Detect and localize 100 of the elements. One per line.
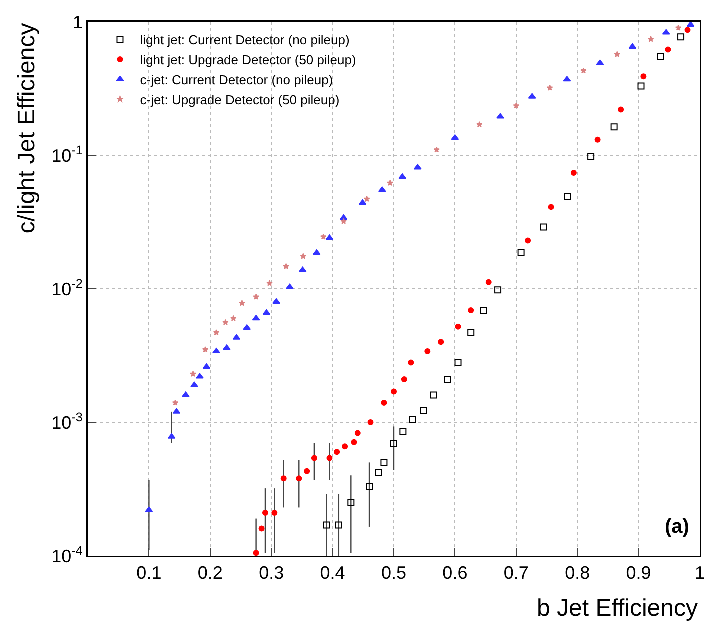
point bbox=[312, 250, 321, 256]
point bbox=[340, 214, 348, 220]
point bbox=[438, 339, 444, 346]
point bbox=[351, 439, 358, 446]
point bbox=[243, 324, 252, 330]
point bbox=[364, 196, 370, 202]
point bbox=[272, 298, 280, 304]
point bbox=[398, 174, 407, 180]
point bbox=[648, 36, 654, 42]
point bbox=[272, 510, 278, 516]
point bbox=[444, 376, 452, 383]
point bbox=[196, 373, 204, 379]
y-tick-label: 10$^{-1}$ bbox=[52, 143, 83, 166]
point bbox=[335, 522, 342, 529]
x-tick-label: 0.7 bbox=[504, 563, 529, 584]
legend-label: c-jet: Current Detector (no pileup) bbox=[140, 72, 334, 88]
x-tick-label: 0.3 bbox=[259, 563, 284, 584]
legend-label: light jet: Current Detector (no pileup) bbox=[140, 32, 350, 48]
point bbox=[614, 51, 621, 58]
point bbox=[266, 280, 273, 286]
x-tick-label: 0.9 bbox=[626, 563, 652, 584]
point bbox=[232, 334, 241, 340]
point bbox=[168, 433, 176, 439]
point bbox=[280, 476, 287, 482]
point bbox=[304, 468, 310, 474]
point bbox=[684, 27, 691, 34]
point bbox=[320, 234, 327, 240]
annotation: (a) bbox=[665, 516, 690, 538]
point bbox=[480, 307, 488, 314]
point bbox=[326, 234, 334, 240]
point bbox=[628, 43, 637, 49]
point bbox=[190, 370, 196, 377]
point bbox=[378, 186, 386, 192]
point bbox=[172, 400, 179, 406]
x-tick-label: 0.1 bbox=[136, 563, 162, 584]
point bbox=[145, 506, 154, 512]
point bbox=[618, 106, 624, 113]
x-tick-label: 0.6 bbox=[442, 563, 468, 584]
x-tick-label: 0.4 bbox=[320, 563, 346, 584]
point bbox=[202, 346, 209, 353]
y-tick-label: 10$^{-4}$ bbox=[52, 544, 83, 566]
point bbox=[434, 146, 440, 153]
legend-label: light jet: Upgrade Detector (50 pileup) bbox=[140, 52, 356, 68]
point bbox=[610, 124, 618, 131]
point bbox=[387, 180, 394, 186]
point bbox=[368, 420, 374, 426]
x-tick-label: 0.2 bbox=[198, 563, 223, 584]
point bbox=[258, 526, 265, 532]
point bbox=[518, 250, 525, 257]
point bbox=[222, 319, 229, 326]
point bbox=[594, 136, 601, 143]
point bbox=[486, 279, 492, 286]
point bbox=[540, 224, 548, 231]
point bbox=[640, 74, 647, 80]
point bbox=[513, 102, 520, 109]
point bbox=[348, 499, 355, 506]
x-tick-label: 0.8 bbox=[565, 563, 590, 584]
point bbox=[563, 76, 572, 82]
point bbox=[414, 164, 422, 170]
y-tick-label: 10$^{-3}$ bbox=[52, 410, 83, 433]
point bbox=[380, 459, 388, 466]
point bbox=[340, 218, 347, 224]
point bbox=[334, 449, 340, 456]
point bbox=[202, 364, 211, 370]
point bbox=[496, 113, 504, 119]
point bbox=[213, 329, 220, 336]
y-tick-label: 1 bbox=[72, 12, 83, 32]
point bbox=[564, 193, 572, 200]
point bbox=[262, 310, 271, 316]
point bbox=[358, 200, 367, 206]
point bbox=[239, 300, 246, 306]
point bbox=[283, 263, 290, 270]
point bbox=[454, 359, 462, 366]
point bbox=[596, 60, 604, 66]
point bbox=[212, 348, 220, 354]
point bbox=[172, 408, 181, 414]
point bbox=[588, 153, 595, 160]
point bbox=[468, 329, 475, 336]
point bbox=[662, 29, 670, 35]
point bbox=[381, 400, 388, 406]
point bbox=[300, 253, 307, 260]
y-axis-title: c/light Jet Efficiency bbox=[14, 23, 41, 234]
y-tick-label: 10$^{-2}$ bbox=[52, 276, 83, 300]
point bbox=[657, 53, 664, 60]
point bbox=[451, 134, 460, 140]
point bbox=[296, 476, 302, 482]
point bbox=[253, 294, 260, 300]
point bbox=[678, 34, 685, 41]
point bbox=[665, 46, 672, 53]
point bbox=[455, 324, 462, 330]
point bbox=[222, 344, 231, 350]
point bbox=[342, 444, 348, 450]
point bbox=[580, 68, 587, 74]
point bbox=[375, 469, 382, 476]
point bbox=[468, 308, 474, 314]
legend-label: c-jet: Upgrade Detector (50 pileup) bbox=[140, 92, 340, 108]
point bbox=[430, 392, 438, 399]
point bbox=[190, 382, 198, 388]
point bbox=[323, 522, 330, 529]
point bbox=[286, 284, 294, 290]
